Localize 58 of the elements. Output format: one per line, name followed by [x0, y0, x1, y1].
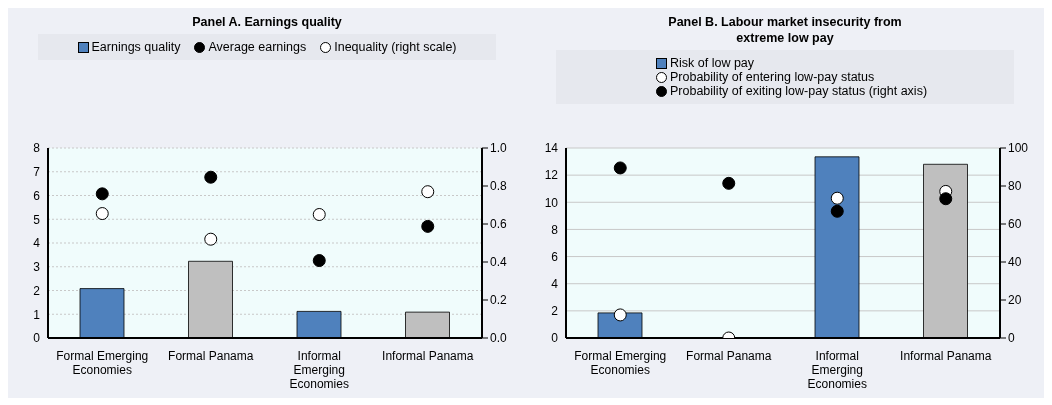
y-tick-label: 2 [551, 304, 559, 319]
point [613, 161, 627, 175]
y-tick-label: 8 [33, 141, 41, 156]
y-tick-label: 4 [33, 236, 41, 251]
point [204, 170, 218, 184]
y-tick-label: 10 [544, 195, 559, 210]
y-tick-label: 6 [551, 249, 559, 264]
legend-label: Earnings quality [91, 40, 181, 54]
x-tick-label: Formal Emerging Economies [574, 349, 667, 377]
x-tick-label: Informal Emerging Economies [289, 349, 349, 391]
x-tick-label: Formal Panama [168, 349, 254, 363]
x-tick-label: Formal Panama [686, 349, 772, 363]
y2-tick-label: 40 [1008, 255, 1022, 270]
y-tick-label: 0 [33, 331, 41, 346]
point [722, 176, 736, 190]
point [95, 207, 109, 221]
legend-label: Inequality (right scale) [334, 40, 457, 54]
y-tick-label: 4 [551, 276, 559, 291]
y2-tick-label: 0.2 [490, 293, 508, 308]
y2-tick-label: 80 [1008, 179, 1022, 194]
y-tick-label: 8 [551, 222, 559, 237]
y2-tick-label: 0.0 [490, 331, 508, 346]
y-tick-label: 14 [544, 141, 559, 156]
x-tick-label: Informal Panama [900, 349, 992, 363]
legend-label: Risk of low pay [670, 56, 755, 70]
y-tick-label: 0 [551, 331, 559, 346]
y-tick-label: 1 [33, 307, 41, 322]
point [312, 254, 326, 268]
x-tick-label: Informal Emerging Economies [807, 349, 867, 391]
y2-tick-label: 60 [1008, 217, 1022, 232]
x-tick-label: Informal Panama [382, 349, 474, 363]
y2-tick-label: 0 [1008, 331, 1015, 346]
y2-tick-label: 20 [1008, 293, 1022, 308]
y2-tick-label: 0.8 [490, 179, 508, 194]
y-tick-label: 2 [33, 283, 41, 298]
y-tick-label: 6 [33, 188, 41, 203]
point [939, 192, 953, 206]
y-tick-label: 12 [544, 168, 559, 183]
legend-label: Probability of exiting low-pay status (right axis) [670, 84, 928, 98]
y-tick-label: 3 [33, 260, 41, 275]
y2-tick-label: 1.0 [490, 141, 508, 156]
y2-tick-label: 100 [1008, 141, 1029, 156]
legend-label: Average earnings [208, 40, 307, 54]
y-tick-label: 7 [33, 165, 41, 180]
y-tick-label: 5 [33, 212, 41, 227]
x-tick-label: Formal Emerging Economies [56, 349, 149, 377]
legend-label: Probability of entering low-pay status [670, 70, 875, 84]
point [830, 204, 844, 218]
point [421, 219, 435, 233]
point [95, 187, 109, 201]
point [204, 232, 218, 246]
y2-tick-label: 0.4 [490, 255, 508, 270]
point [830, 191, 844, 205]
point [312, 208, 326, 221]
chart-title: Panel A. Earnings quality [191, 14, 343, 30]
y2-tick-label: 0.6 [490, 217, 508, 232]
point [421, 185, 435, 199]
chart-title: Panel B. Labour market insecurity from extreme low pay [667, 14, 903, 46]
